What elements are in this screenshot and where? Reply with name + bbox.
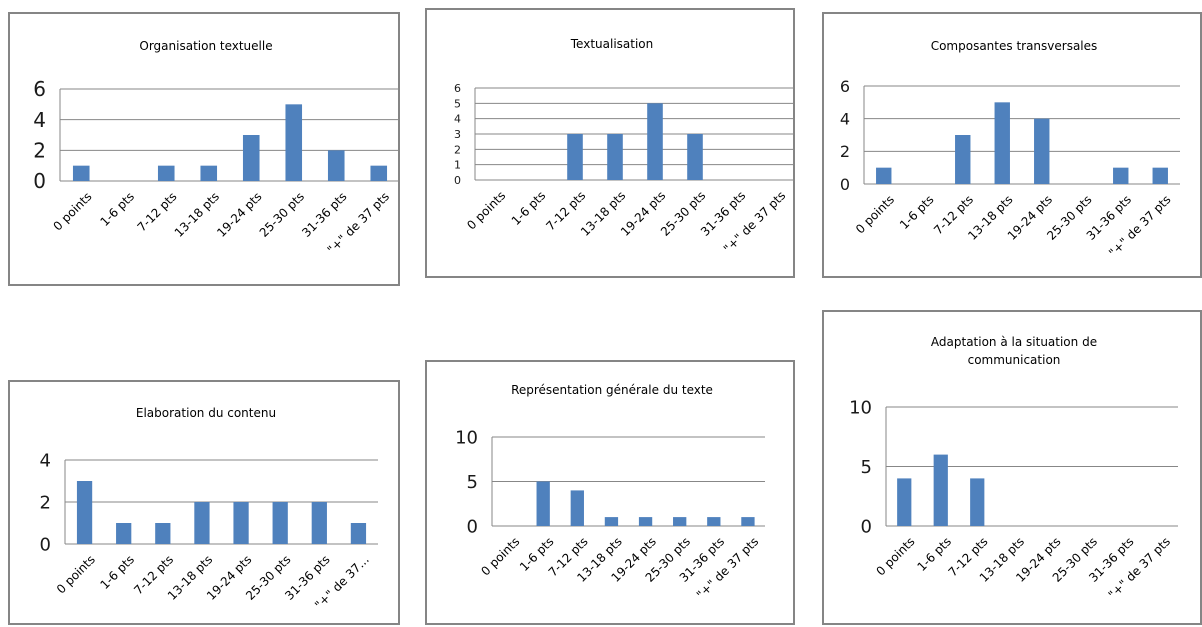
chart-svg: Composantes transversales 0 2 4 6 0 points 1-6…	[840, 39, 1180, 260]
bar	[536, 481, 550, 526]
x-tick-label: 0 points	[54, 552, 98, 596]
bar	[311, 502, 327, 544]
bar	[647, 103, 663, 180]
y-tick-label: 0	[840, 175, 850, 194]
bar	[994, 102, 1010, 184]
chart-title: communication	[968, 353, 1061, 367]
chart-title: Textualisation	[570, 37, 654, 51]
y-tick-label: 10	[455, 427, 478, 448]
chart-title: Elaboration du contenu	[136, 406, 276, 420]
bar	[638, 517, 653, 526]
bar	[272, 502, 288, 544]
chart-panel-representation-generale: Représentation générale du texte 0 5 10 0 po…	[425, 360, 795, 625]
bar	[350, 523, 367, 544]
bar	[242, 135, 260, 181]
chart-svg: Organisation textuelle 0 2 4 6 0 points 1-6 pt…	[33, 39, 400, 257]
y-tick-label: 10	[849, 397, 872, 418]
x-tick-label: 0 points	[874, 534, 918, 578]
bar	[200, 165, 218, 181]
x-tick-label: "+" de 37 pts	[694, 534, 761, 601]
chart-title: Représentation générale du texte	[511, 383, 713, 397]
bar	[933, 454, 948, 526]
x-tick-label: 19-24 pts	[214, 189, 264, 239]
bar	[157, 165, 175, 181]
bar	[970, 478, 985, 526]
bar	[116, 523, 132, 544]
chart-panel-composantes-transversales: Composantes transversales 0 2 4 6 0 points 1-6…	[822, 12, 1202, 278]
y-tick-label: 6	[840, 77, 850, 96]
bar	[673, 517, 687, 526]
chart-title: Adaptation à la situation de	[931, 335, 1097, 349]
chart-title: Organisation textuelle	[139, 39, 272, 53]
x-tick-label: 1-6 pts	[897, 192, 937, 232]
y-tick-label: 0	[467, 516, 478, 537]
bar	[741, 517, 755, 526]
bar	[897, 478, 912, 526]
chart-svg: Représentation générale du texte 0 5 10 0 po…	[455, 383, 765, 602]
bar	[570, 490, 584, 526]
bar	[604, 517, 619, 526]
y-tick-label: 3	[454, 128, 461, 141]
chart-svg: Adaptation à la situation de communicatio…	[849, 335, 1178, 602]
y-tick-label: 1	[454, 159, 461, 172]
y-tick-label: 5	[467, 472, 478, 493]
bar	[1152, 167, 1168, 184]
chart-panel-organisation-textuelle: Organisation textuelle 0 2 4 6 0 points 1-6 pt…	[8, 12, 400, 286]
bar	[876, 167, 892, 184]
y-tick-label: 6	[33, 77, 46, 101]
chart-panel-elaboration-du-contenu: Elaboration du contenu 0 2 4 0 points 1-6 pts…	[8, 380, 400, 625]
chart-panel-textualisation: Textualisation 0 1 2 3 4 5 6 0 points 1-6 pts 7-12…	[425, 8, 795, 278]
y-tick-label: 6	[454, 82, 461, 95]
bar	[72, 165, 90, 181]
bar	[76, 481, 93, 544]
y-tick-label: 0	[33, 169, 46, 193]
chart-panel-adaptation-situation: Adaptation à la situation de communicatio…	[822, 310, 1202, 625]
x-tick-label: 1-6 pts	[97, 189, 137, 229]
y-tick-label: 4	[33, 108, 46, 132]
y-tick-label: 4	[840, 109, 850, 128]
bar	[155, 523, 171, 544]
x-tick-label: 0 points	[51, 189, 95, 233]
bar	[1113, 167, 1129, 184]
x-tick-label: 25-30 pts	[257, 189, 307, 239]
y-tick-label: 2	[454, 143, 461, 156]
y-tick-label: 0	[454, 174, 461, 187]
bar	[567, 134, 583, 180]
chart-svg: Elaboration du contenu 0 2 4 0 points 1-6 pts…	[40, 406, 378, 612]
bar	[233, 502, 249, 544]
y-tick-label: 0	[40, 534, 51, 555]
x-tick-label: 0 points	[853, 192, 897, 236]
bar	[955, 135, 971, 184]
y-tick-label: 2	[33, 139, 46, 163]
bar	[327, 150, 345, 181]
y-tick-label: 5	[861, 457, 872, 478]
x-tick-label: 13-18 pts	[172, 189, 222, 239]
y-tick-label: 0	[861, 516, 872, 537]
x-tick-label: 1-6 pts	[97, 552, 137, 592]
bar	[194, 502, 210, 544]
bar	[285, 104, 303, 181]
y-tick-label: 5	[454, 97, 461, 110]
bar	[707, 517, 721, 526]
y-tick-label: 2	[840, 142, 850, 161]
bar	[1034, 118, 1050, 184]
x-tick-label: 0 points	[478, 534, 522, 578]
y-tick-label: 4	[454, 113, 461, 126]
chart-title: Composantes transversales	[931, 39, 1098, 53]
bar	[687, 134, 703, 180]
y-tick-label: 2	[40, 492, 51, 513]
x-tick-label: 0 points	[464, 188, 508, 232]
y-tick-label: 4	[40, 450, 51, 471]
bar	[607, 134, 623, 180]
bar	[370, 165, 388, 181]
x-tick-label: 1-6 pts	[509, 188, 549, 228]
